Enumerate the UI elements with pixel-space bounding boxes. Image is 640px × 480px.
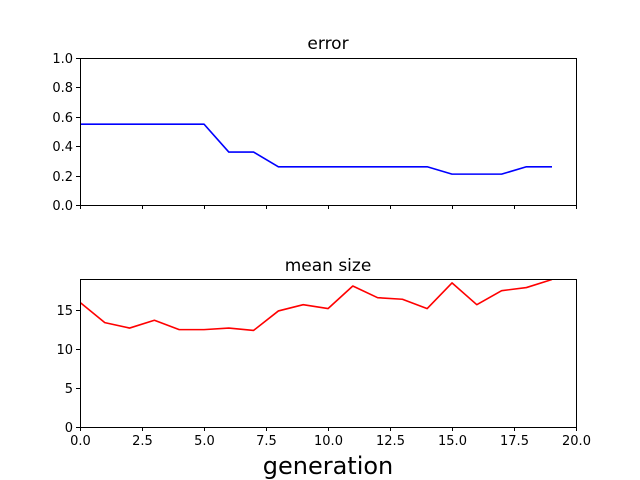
error-title: error	[307, 34, 348, 54]
mean-size-y-tick-label: 15	[56, 304, 73, 319]
mean-size-x-tick-label: 12.5	[376, 434, 405, 449]
mean-size-x-tick-label: 5.0	[194, 434, 215, 449]
mean-size-series-line	[80, 279, 553, 332]
error-y-tick-label: 0.0	[52, 199, 73, 214]
mean-size-y-tick-label: 0	[65, 421, 73, 436]
mean-size-y-tick-label: 10	[56, 343, 73, 358]
mean-size-x-tick-label: 7.5	[256, 434, 277, 449]
mean-size-y-tick-label: 5	[65, 382, 73, 397]
x-axis-label: generation	[263, 452, 394, 480]
mean-size-y-axis: 0 5 10 15	[56, 304, 80, 436]
error-y-tick-label: 0.4	[52, 140, 73, 155]
mean-size-plot-area	[80, 279, 553, 332]
error-series-line	[80, 123, 553, 175]
mean-size-x-tick-label: 15.0	[438, 434, 467, 449]
mean-size-x-axis: 0.0 2.5 5.0 7.5 10.0 12.5 15.0 17.5 20.0	[70, 427, 591, 449]
error-x-axis	[80, 205, 577, 209]
mean-size-subplot: mean size 0 5 10 15 0.0 2.5 5.0 7.5 10.0 12.5 15.…	[56, 256, 591, 480]
error-y-tick-label: 0.8	[52, 81, 73, 96]
mean-size-x-tick-label: 2.5	[132, 434, 153, 449]
error-y-tick-label: 1.0	[52, 52, 73, 67]
mean-size-title: mean size	[285, 256, 372, 276]
error-subplot: error 0.0 0.2 0.4 0.6 0.8 1.0	[52, 34, 577, 214]
error-y-tick-label: 0.2	[52, 170, 73, 185]
mean-size-x-tick-label: 10.0	[314, 434, 343, 449]
error-y-tick-label: 0.6	[52, 111, 73, 126]
error-plot-area	[80, 123, 553, 175]
error-y-axis: 0.0 0.2 0.4 0.6 0.8 1.0	[52, 52, 80, 214]
mean-size-x-tick-label: 0.0	[70, 434, 91, 449]
mean-size-x-tick-label: 20.0	[562, 434, 591, 449]
mean-size-x-tick-label: 17.5	[500, 434, 529, 449]
